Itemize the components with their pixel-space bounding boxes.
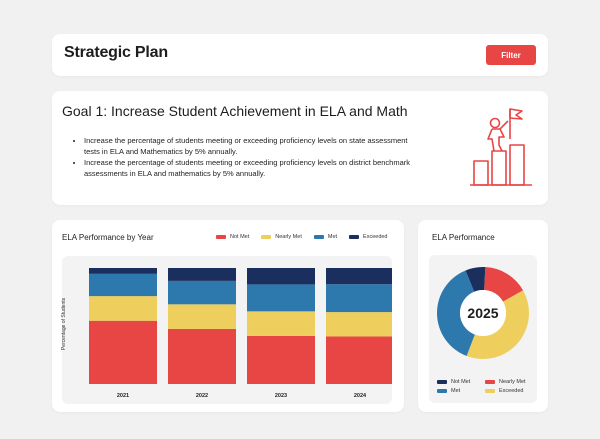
legend-swatch — [485, 380, 495, 384]
donut-slice-nearly-met — [484, 267, 524, 302]
bar-segment-met — [89, 273, 157, 297]
legend-item: Nearly Met — [485, 379, 537, 385]
goal-bullet-list: Increase the percentage of students meet… — [70, 136, 424, 180]
legend-swatch — [216, 235, 226, 239]
stacked-bar-chart: 2021 2022 2023 2024 — [89, 268, 394, 399]
donut-chart-area: 2025 Not Met Nearly Met Met Exceeded — [429, 255, 537, 403]
bar-2022 — [168, 268, 236, 384]
legend-label: Exceeded — [499, 388, 524, 394]
donut-chart: 2025 — [437, 267, 529, 359]
donut-slice-exceeded — [466, 290, 529, 359]
legend-item: Nearly Met — [261, 234, 302, 240]
bar-segment-nearly-met — [247, 311, 315, 336]
legend-item: Exceeded — [485, 388, 537, 394]
bar-chart-legend: Not Met Nearly Met Met Exceeded — [216, 234, 400, 240]
bar-segment-exceeded — [326, 268, 394, 285]
legend-label: Met — [327, 234, 338, 240]
bar-segment-met — [247, 284, 315, 312]
goal-bullet: Increase the percentage of students meet… — [84, 136, 424, 157]
donut-center-label: 2025 — [467, 305, 498, 321]
donut-chart-legend: Not Met Nearly Met Met Exceeded — [437, 379, 537, 394]
donut-slice-not-met — [465, 267, 486, 292]
legend-swatch — [485, 389, 495, 393]
bar-segment-met — [326, 284, 394, 313]
legend-item: Exceeded — [349, 234, 388, 240]
legend-label: Not Met — [451, 379, 471, 385]
goal-bullet: Increase the percentage of students meet… — [84, 158, 424, 179]
bar-segment-exceeded — [168, 268, 236, 281]
climber-flag-icon — [470, 108, 532, 186]
page-title: Strategic Plan — [64, 44, 168, 61]
donut-chart-title: ELA Performance — [432, 233, 495, 242]
bar-segment-not-met — [326, 336, 394, 384]
legend-label: Nearly Met — [499, 379, 526, 385]
goal-card: Goal 1: Increase Student Achievement in … — [52, 91, 548, 205]
x-tick-label: 2023 — [275, 393, 287, 399]
filter-button[interactable]: Filter — [486, 45, 536, 65]
legend-swatch — [349, 235, 360, 239]
legend-label: Exceeded — [363, 234, 388, 240]
header-card: Strategic Plan Filter — [52, 34, 548, 76]
bar-segment-not-met — [168, 328, 236, 384]
legend-item: Met — [313, 234, 338, 240]
legend-item: Not Met — [216, 234, 249, 240]
bar-chart-area: Percentage of Students 2021 2022 2023 2024 — [61, 256, 394, 404]
bar-segment-not-met — [247, 335, 315, 384]
ela-performance-by-year-card: ELA Performance by Year Not Met Nearly M… — [52, 220, 404, 412]
ela-performance-card: ELA Performance 2025 Not Met Nearly Met … — [418, 220, 548, 412]
legend-label: Met — [451, 388, 461, 394]
bar-segment-nearly-met — [326, 312, 394, 337]
bar-chart-title: ELA Performance by Year — [62, 233, 154, 242]
bar-segment-exceeded — [247, 268, 315, 285]
x-tick-label: 2024 — [354, 393, 367, 399]
bar-segment-exceeded — [89, 268, 157, 274]
legend-swatch — [437, 389, 447, 393]
bar-2024 — [326, 268, 394, 384]
bar-2021 — [89, 268, 157, 384]
bar-2023 — [247, 268, 315, 384]
donut-slice-met — [437, 270, 475, 356]
legend-swatch — [261, 235, 272, 239]
legend-item: Met — [437, 388, 485, 394]
goal-title: Goal 1: Increase Student Achievement in … — [62, 103, 408, 119]
bar-segment-nearly-met — [89, 296, 157, 321]
x-tick-label: 2022 — [196, 393, 208, 399]
legend-swatch — [437, 380, 447, 384]
donut-hole — [460, 290, 506, 336]
legend-label: Not Met — [230, 234, 250, 240]
legend-item: Not Met — [437, 379, 485, 385]
legend-label: Nearly Met — [275, 234, 302, 240]
y-axis-label: Percentage of Students — [61, 297, 68, 351]
bar-segment-met — [168, 280, 236, 305]
legend-swatch — [313, 235, 324, 239]
bar-segment-nearly-met — [168, 304, 236, 329]
x-tick-label: 2021 — [117, 393, 129, 399]
bar-segment-not-met — [89, 320, 157, 384]
